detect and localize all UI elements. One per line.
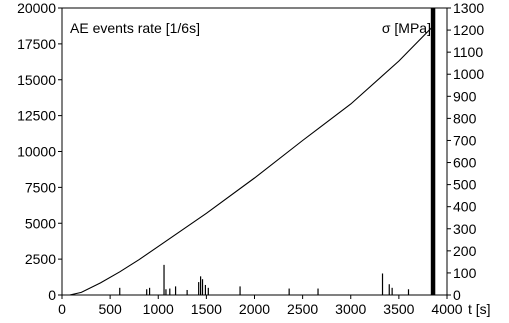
- x-axis-unit-label: t [s]: [468, 301, 491, 317]
- x-tick-label: 2000: [239, 301, 270, 317]
- y-axis-left: 0 2500 5000 7500 10000 12500 15000 17500 20000: [17, 0, 62, 303]
- y-right-tick-label: 800: [453, 110, 477, 126]
- x-tick-label: 3500: [383, 301, 414, 317]
- x-tick-label: 1500: [191, 301, 222, 317]
- y-right-tick-label: 600: [453, 155, 477, 171]
- right-axis-label: σ [MPa]: [382, 20, 431, 36]
- y-right-tick-label: 1300: [453, 0, 484, 16]
- x-tick-label: 0: [58, 301, 66, 317]
- y-right-tick-label: 1000: [453, 66, 484, 82]
- y-left-tick-label: 0: [48, 287, 56, 303]
- y-left-tick-label: 7500: [25, 179, 56, 195]
- y-right-tick-label: 300: [453, 221, 477, 237]
- y-left-tick-label: 2500: [25, 251, 56, 267]
- y-left-tick-label: 15000: [17, 72, 56, 88]
- y-right-tick-label: 200: [453, 243, 477, 259]
- x-tick-label: 2500: [287, 301, 318, 317]
- x-tick-label: 500: [98, 301, 122, 317]
- y-right-tick-label: 100: [453, 265, 477, 281]
- x-tick-label: 4000: [431, 301, 462, 317]
- y-right-tick-label: 1200: [453, 22, 484, 38]
- plot-content: [69, 8, 436, 296]
- y-axis-right: 0 100 200 300 400 500 600 700 800 900 1000 1100 1200…: [447, 0, 484, 303]
- left-axis-label: AE events rate [1/6s]: [70, 20, 200, 36]
- x-axis: 0 500 1000 1500 2000 2500 3000 3500 4000: [58, 295, 463, 317]
- y-right-tick-label: 500: [453, 177, 477, 193]
- y-right-tick-label: 400: [453, 199, 477, 215]
- x-tick-label: 1000: [143, 301, 174, 317]
- y-right-tick-label: 1100: [453, 44, 483, 60]
- stress-line: [69, 25, 434, 296]
- plot-frame: [61, 7, 448, 296]
- y-left-tick-label: 20000: [17, 0, 56, 16]
- y-left-tick-label: 12500: [17, 108, 56, 124]
- x-tick-label: 3000: [335, 301, 366, 317]
- y-left-tick-label: 10000: [17, 144, 56, 160]
- y-right-tick-label: 700: [453, 132, 477, 148]
- y-right-tick-label: 900: [453, 88, 477, 104]
- y-right-tick-label: 0: [453, 287, 461, 303]
- y-left-tick-label: 5000: [25, 215, 56, 231]
- y-left-tick-label: 17500: [17, 36, 56, 52]
